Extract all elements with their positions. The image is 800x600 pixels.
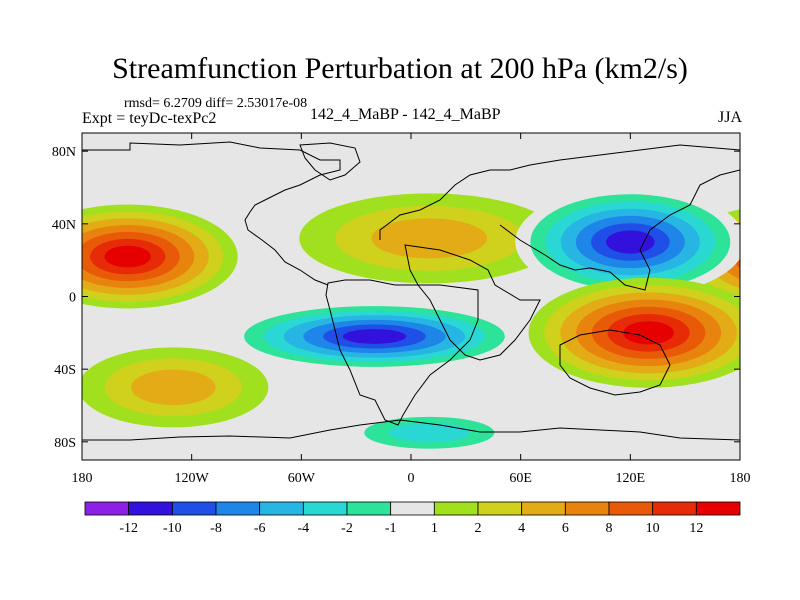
colorbar-label: -12 xyxy=(119,521,138,536)
colorbar-swatch xyxy=(259,501,304,516)
coastline-africa xyxy=(404,244,541,361)
x-tick-label: 60W xyxy=(288,471,316,486)
colorbar-swatch xyxy=(302,501,348,516)
colorbar-swatch xyxy=(433,501,479,516)
colorbar-label: 10 xyxy=(646,521,660,536)
contour-level xyxy=(371,218,488,259)
colorbar-swatch xyxy=(521,501,566,516)
x-tick-label: 180 xyxy=(730,471,751,486)
field-indian-ocean-australia-high xyxy=(528,277,740,388)
x-tick-label: 0 xyxy=(408,471,415,486)
rmsd-diff-stats: rmsd= 6.2709 diff= 2.53017e-08 xyxy=(124,96,308,111)
colorbar-label: 6 xyxy=(562,521,569,536)
field-s-pacific-high xyxy=(82,347,269,428)
colorbar-swatch xyxy=(390,501,435,516)
coastline-north-america xyxy=(82,141,341,286)
chart-title: Streamfunction Perturbation at 200 hPa (… xyxy=(112,52,688,85)
contour-fields xyxy=(82,187,800,455)
colorbar-label: 4 xyxy=(518,521,525,536)
y-tick-label: 80N xyxy=(52,145,76,160)
colorbar-swatch xyxy=(564,501,610,516)
colorbar-swatch xyxy=(477,501,523,516)
field-asian-low xyxy=(515,187,740,297)
x-tick-label: 60E xyxy=(509,471,532,486)
x-tick-label: 120E xyxy=(616,471,646,486)
contour-level xyxy=(623,321,674,345)
contour-level xyxy=(131,369,216,406)
colorbar-swatch xyxy=(695,501,741,516)
contour-level xyxy=(104,245,151,268)
colorbar-swatch xyxy=(171,501,217,516)
colorbar: -12 -10 -8 -6 -4 -2 -1 1 2 4 6 8 10 12 xyxy=(84,501,741,536)
colorbar-swatch xyxy=(652,501,697,516)
colorbar-label: -8 xyxy=(210,521,222,536)
colorbar-label: -1 xyxy=(385,521,397,536)
coastline-antarctica xyxy=(82,419,740,441)
contour-level xyxy=(389,422,470,443)
colorbar-label: -10 xyxy=(163,521,182,536)
x-tick-label: 120W xyxy=(175,471,210,486)
coastline-australia xyxy=(559,329,671,396)
field-n-africa-arabia-high xyxy=(299,193,560,284)
experiment-label: Expt = teyDc-texPc2 xyxy=(82,110,217,127)
colorbar-swatch xyxy=(346,501,392,516)
colorbar-label: 8 xyxy=(606,521,613,536)
colorbar-label: 1 xyxy=(431,521,438,536)
contour-level xyxy=(342,329,407,344)
colorbar-swatch xyxy=(128,501,173,516)
y-tick-label: 80S xyxy=(54,436,76,451)
colorbar-label: -4 xyxy=(297,521,309,536)
colorbar-label: -2 xyxy=(341,521,353,536)
comparison-label: 142_4_MaBP - 142_4_MaBP xyxy=(310,106,501,123)
field-southern-ocean-low xyxy=(339,410,520,455)
map-axes: 180 120W 60W 0 60E 120E 180 80N 40N 0 40S 80S xyxy=(52,133,751,486)
coastline-eurasia xyxy=(379,144,740,240)
y-tick-label: 40S xyxy=(54,363,76,378)
field-s-atlantic-s-america-low xyxy=(224,301,525,372)
colorbar-swatch xyxy=(215,501,261,516)
colorbar-swatch xyxy=(608,501,654,516)
colorbar-label: 2 xyxy=(475,521,482,536)
contour-level-wrap xyxy=(762,246,800,268)
x-tick-label: 180 xyxy=(72,471,93,486)
colorbar-label: -6 xyxy=(254,521,266,536)
y-tick-label: 40N xyxy=(52,218,76,233)
season-label: JJA xyxy=(717,109,742,126)
y-tick-label: 0 xyxy=(69,291,76,306)
contour-level-wrap xyxy=(733,244,740,269)
colorbar-swatch xyxy=(84,501,130,516)
contour-level xyxy=(606,230,655,254)
coastline-greenland xyxy=(299,142,361,181)
coastlines xyxy=(82,141,740,441)
colorbar-label: 12 xyxy=(689,521,703,536)
coastline-asia-south xyxy=(499,169,740,291)
contour-level-wrap xyxy=(748,239,800,275)
